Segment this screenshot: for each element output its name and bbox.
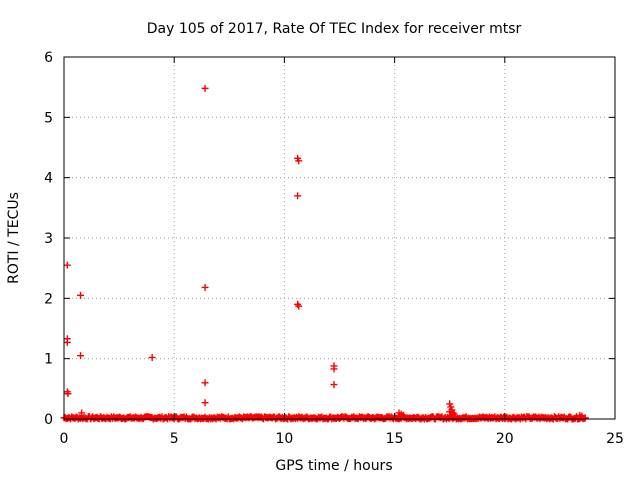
- x-tick-label: 5: [170, 431, 179, 447]
- y-tick-label: 5: [44, 110, 53, 126]
- data-point: [63, 338, 71, 346]
- x-tick-label: 15: [386, 431, 404, 447]
- data-point: [148, 353, 156, 361]
- y-tick-label: 4: [44, 171, 53, 187]
- axis-ticks: 0 5 10 15 20 25 0 1 2 3 4 5 6: [44, 50, 624, 447]
- data-point: [77, 352, 85, 360]
- data-point: [201, 283, 209, 291]
- y-axis-title: ROTI / TECUs: [6, 192, 22, 284]
- data-point: [330, 365, 338, 373]
- data-point: [399, 411, 407, 419]
- x-axis-title: GPS time / hours: [275, 458, 392, 474]
- data-point: [295, 302, 303, 310]
- y-tick-label: 3: [44, 231, 53, 247]
- data-point: [294, 192, 302, 200]
- x-tick-label: 0: [60, 431, 69, 447]
- grid-lines: [64, 57, 615, 419]
- data-point: [295, 157, 303, 165]
- data-point: [330, 381, 338, 389]
- y-tick-label: 1: [44, 352, 53, 368]
- data-point: [449, 409, 457, 417]
- y-tick-label: 0: [44, 412, 53, 428]
- data-point: [201, 399, 209, 407]
- data-point: [63, 261, 71, 269]
- y-tick-label: 6: [44, 50, 53, 66]
- data-point: [201, 84, 209, 92]
- data-point: [578, 412, 586, 420]
- chart-title: Day 105 of 2017, Rate Of TEC Index for r…: [147, 21, 522, 37]
- x-tick-label: 25: [606, 431, 624, 447]
- y-tick-label: 2: [44, 291, 53, 307]
- data-point: [446, 408, 454, 416]
- data-point: [77, 291, 85, 299]
- data-point: [201, 379, 209, 387]
- data-point: [78, 409, 86, 417]
- data-point: [64, 390, 72, 398]
- data-point: [450, 410, 458, 418]
- x-tick-label: 10: [275, 431, 293, 447]
- x-tick-label: 20: [496, 431, 514, 447]
- data-points: [60, 84, 589, 423]
